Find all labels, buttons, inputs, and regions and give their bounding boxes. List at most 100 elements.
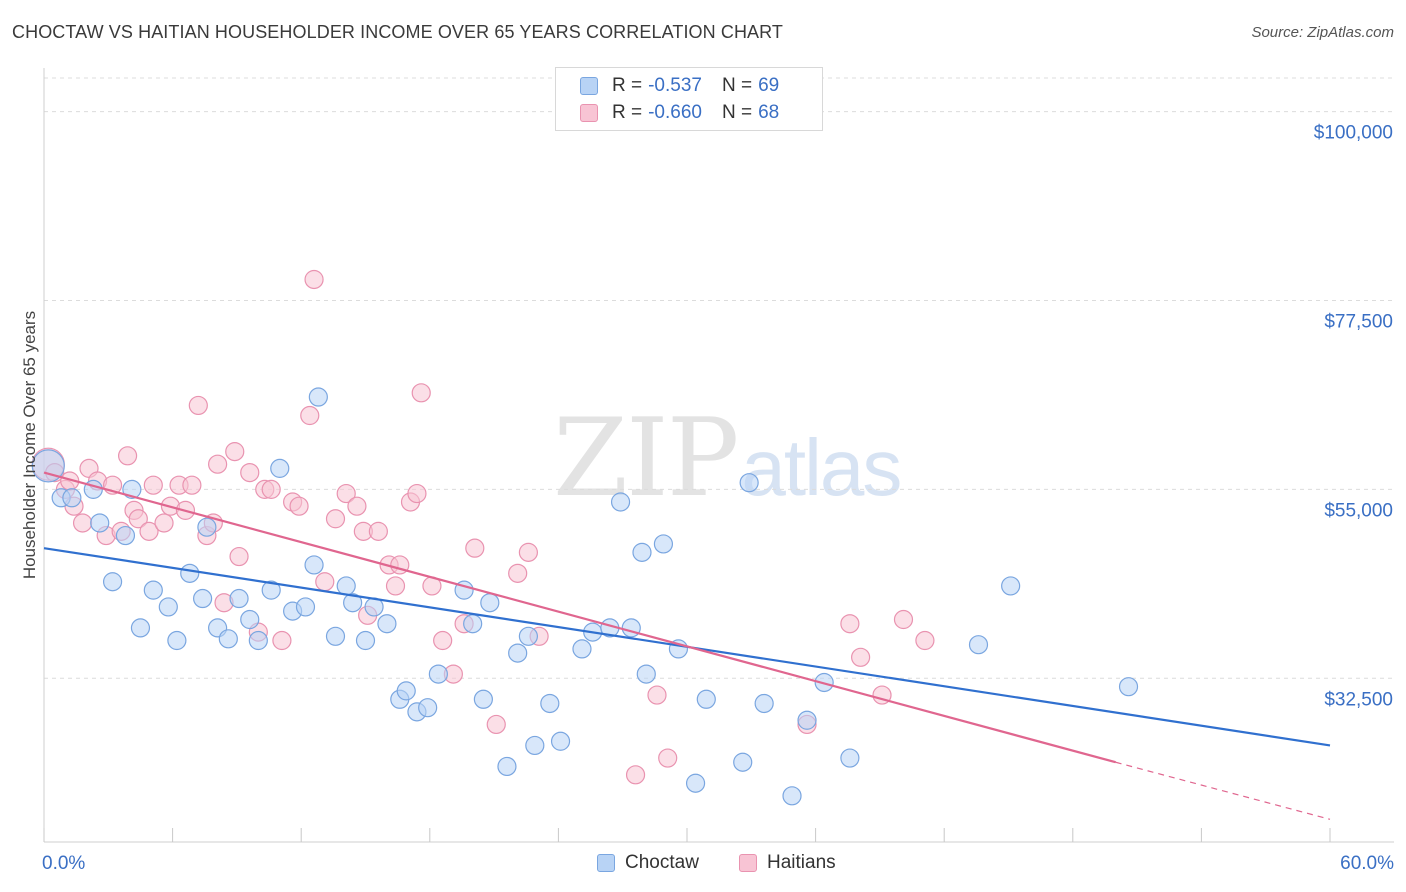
haitians-point [368, 521, 388, 541]
legend-row-haitians: R = -0.660 N = 68 [580, 100, 799, 126]
choctaw-point [636, 664, 656, 684]
haitians-point [272, 630, 292, 651]
choctaw-point [696, 689, 716, 709]
haitians-point [407, 483, 427, 504]
choctaw-point [336, 576, 356, 596]
haitians-point [72, 513, 93, 533]
haitians-points [31, 269, 935, 785]
haitians-trend-line [43, 471, 1116, 764]
choctaw-point [62, 488, 82, 508]
choctaw-legend-label: Choctaw [625, 852, 699, 873]
haitians-point [336, 483, 356, 504]
haitians-point [315, 572, 335, 592]
choctaw-point [261, 580, 281, 600]
choctaw-point [550, 731, 571, 751]
haitians-point [433, 630, 453, 651]
choctaw-point [480, 593, 500, 613]
r-value: -0.660 [648, 102, 702, 123]
choctaw-point [797, 710, 817, 730]
choctaw-point [739, 473, 759, 493]
haitians-point [208, 454, 228, 474]
trend-lines [43, 471, 1331, 820]
choctaw-point [167, 630, 187, 651]
legend-item-haitians: Haitians [739, 852, 836, 874]
watermark: ZIPatlas [553, 395, 902, 521]
choctaw-point [418, 698, 438, 718]
choctaw-point [840, 748, 860, 768]
haitians-point [508, 563, 528, 583]
haitians-point [304, 269, 324, 290]
choctaw-point [377, 614, 397, 634]
haitians-point [229, 546, 249, 567]
choctaw-point [473, 689, 493, 709]
choctaw-point [355, 630, 376, 651]
haitians-point [325, 509, 346, 529]
r-label: R = [612, 75, 643, 96]
haitians-point [139, 521, 159, 541]
y-tick-label: $32,500 [1324, 689, 1393, 710]
choctaw-point [508, 643, 528, 663]
y-axis-label: Householder Income Over 65 years [20, 310, 39, 580]
choctaw-point [122, 479, 142, 499]
choctaw-point [130, 618, 151, 638]
choctaw-point [270, 458, 290, 478]
haitians-swatch [580, 104, 598, 122]
choctaw-point [218, 629, 238, 649]
x-tick-label-max: 60.0% [1340, 853, 1394, 874]
watermark-zip: ZIP [553, 396, 739, 521]
haitians-point [385, 576, 406, 596]
choctaw-point [197, 517, 217, 537]
choctaw-points [31, 387, 1139, 806]
choctaw-point [685, 773, 706, 793]
haitians-point [347, 496, 367, 516]
choctaw-point [525, 735, 545, 756]
choctaw-point [428, 664, 448, 684]
haitians-point [240, 462, 260, 483]
x-tick-label-min: 0.0% [42, 853, 85, 874]
axes [43, 68, 1394, 843]
choctaw-point [396, 681, 416, 701]
haitians-point [154, 513, 174, 533]
choctaw-legend-swatch [597, 854, 615, 872]
choctaw-point [610, 492, 631, 512]
choctaw-point [180, 563, 200, 583]
haitians-point [289, 496, 309, 516]
choctaw-point [295, 597, 316, 617]
haitians-point [851, 647, 871, 667]
n-label: N = [721, 75, 753, 96]
choctaw-point [518, 626, 538, 646]
haitians-point [840, 614, 860, 634]
tick-labels: $32,500 $55,000 $77,500 $100,000 0.0% 60.0% [42, 123, 1394, 874]
source-label: Source: ZipAtlas.com [1251, 24, 1394, 41]
choctaw-point [343, 593, 363, 613]
r-value: -0.537 [648, 75, 702, 96]
choctaw-point [248, 630, 268, 651]
choctaw-point [572, 639, 592, 659]
choctaw-point [1118, 677, 1139, 697]
choctaw-point [653, 534, 674, 554]
choctaw-point [968, 635, 989, 655]
haitians-point [143, 475, 163, 495]
haitians-point [128, 509, 148, 529]
choctaw-point [632, 542, 652, 562]
n-value: 68 [758, 102, 780, 123]
choctaw-point [143, 580, 163, 600]
haitians-point [915, 630, 935, 651]
haitians-point [411, 383, 431, 403]
choctaw-point [325, 626, 346, 646]
haitians-point [225, 442, 245, 462]
chart-title: CHOCTAW VS HAITIAN HOUSEHOLDER INCOME OV… [12, 22, 784, 42]
choctaw-point [733, 752, 753, 772]
choctaw-point [621, 618, 641, 638]
haitians-point [465, 538, 485, 558]
haitians-legend-label: Haitians [767, 852, 836, 873]
haitians-point [300, 405, 320, 426]
choctaw-point [193, 588, 213, 609]
choctaw-point [90, 513, 110, 533]
choctaw-point [754, 693, 774, 714]
y-tick-label: $55,000 [1324, 500, 1393, 521]
choctaw-point [229, 588, 249, 609]
choctaw-swatch [580, 77, 598, 95]
n-label: N = [721, 102, 753, 123]
